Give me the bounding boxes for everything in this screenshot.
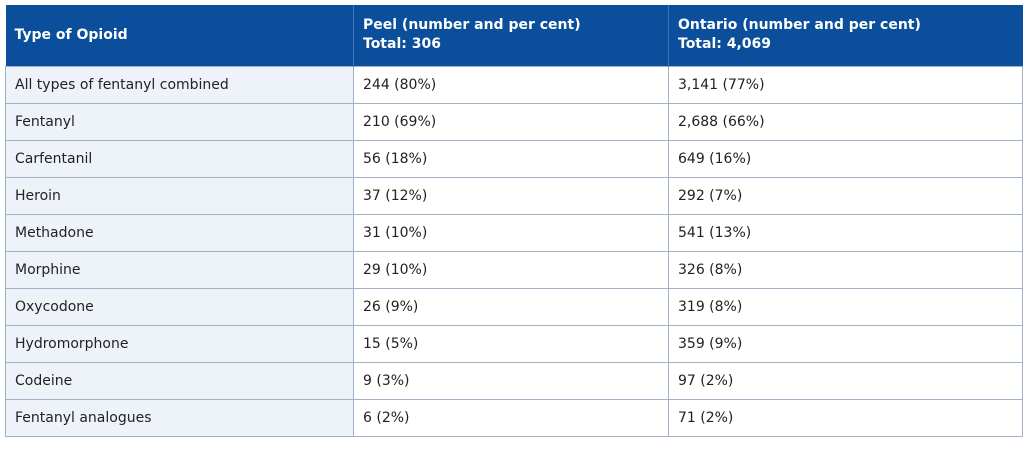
cell-ontario: 359 (9%) (668, 324, 1023, 363)
cell-peel: 244 (80%) (353, 65, 669, 104)
table-row: Morphine 29 (10%) 326 (8%) (5, 250, 1023, 289)
cell-ontario: 97 (2%) (668, 361, 1023, 400)
cell-type: Heroin (5, 176, 354, 215)
cell-peel: 56 (18%) (353, 139, 669, 178)
cell-ontario: 292 (7%) (668, 176, 1023, 215)
cell-ontario: 3,141 (77%) (668, 65, 1023, 104)
header-ontario-label: Ontario (number and per cent) (678, 17, 921, 34)
cell-peel: 15 (5%) (353, 324, 669, 363)
header-row: Type of Opioid Peel (number and per cent… (5, 5, 1023, 66)
table-row: Methadone 31 (10%) 541 (13%) (5, 213, 1023, 252)
table-row: All types of fentanyl combined 244 (80%)… (5, 65, 1023, 104)
table-row: Fentanyl analogues 6 (2%) 71 (2%) (5, 398, 1023, 437)
cell-peel: 6 (2%) (353, 398, 669, 437)
table-row: Codeine 9 (3%) 97 (2%) (5, 361, 1023, 400)
cell-ontario: 649 (16%) (668, 139, 1023, 178)
cell-type: All types of fentanyl combined (5, 65, 354, 104)
cell-peel: 26 (9%) (353, 287, 669, 326)
header-type-label: Type of Opioid (14, 26, 128, 43)
table-header: Type of Opioid Peel (number and per cent… (5, 5, 1023, 66)
cell-type: Fentanyl (5, 102, 354, 141)
header-peel: Peel (number and per cent) Total: 306 (353, 5, 669, 66)
cell-type: Fentanyl analogues (5, 398, 354, 437)
cell-peel: 29 (10%) (353, 250, 669, 289)
header-type-of-opioid: Type of Opioid (5, 5, 354, 66)
cell-type: Carfentanil (5, 139, 354, 178)
table-row: Oxycodone 26 (9%) 319 (8%) (5, 287, 1023, 326)
header-peel-label: Peel (number and per cent) (363, 17, 581, 34)
table-row: Heroin 37 (12%) 292 (7%) (5, 176, 1023, 215)
table-row: Fentanyl 210 (69%) 2,688 (66%) (5, 102, 1023, 141)
header-ontario: Ontario (number and per cent) Total: 4,0… (668, 5, 1023, 66)
cell-ontario: 541 (13%) (668, 213, 1023, 252)
opioid-table-container: Type of Opioid Peel (number and per cent… (5, 5, 1023, 437)
cell-type: Codeine (5, 361, 354, 400)
cell-peel: 210 (69%) (353, 102, 669, 141)
cell-type: Hydromorphone (5, 324, 354, 363)
cell-type: Oxycodone (5, 287, 354, 326)
cell-peel: 37 (12%) (353, 176, 669, 215)
cell-ontario: 2,688 (66%) (668, 102, 1023, 141)
cell-type: Methadone (5, 213, 354, 252)
cell-ontario: 326 (8%) (668, 250, 1023, 289)
cell-ontario: 319 (8%) (668, 287, 1023, 326)
cell-peel: 31 (10%) (353, 213, 669, 252)
table-body: All types of fentanyl combined 244 (80%)… (5, 65, 1023, 437)
opioid-table: Type of Opioid Peel (number and per cent… (5, 5, 1023, 437)
table-row: Hydromorphone 15 (5%) 359 (9%) (5, 324, 1023, 363)
cell-ontario: 71 (2%) (668, 398, 1023, 437)
cell-type: Morphine (5, 250, 354, 289)
header-ontario-total: Total: 4,069 (678, 36, 772, 53)
table-row: Carfentanil 56 (18%) 649 (16%) (5, 139, 1023, 178)
cell-peel: 9 (3%) (353, 361, 669, 400)
header-peel-total: Total: 306 (363, 36, 441, 53)
